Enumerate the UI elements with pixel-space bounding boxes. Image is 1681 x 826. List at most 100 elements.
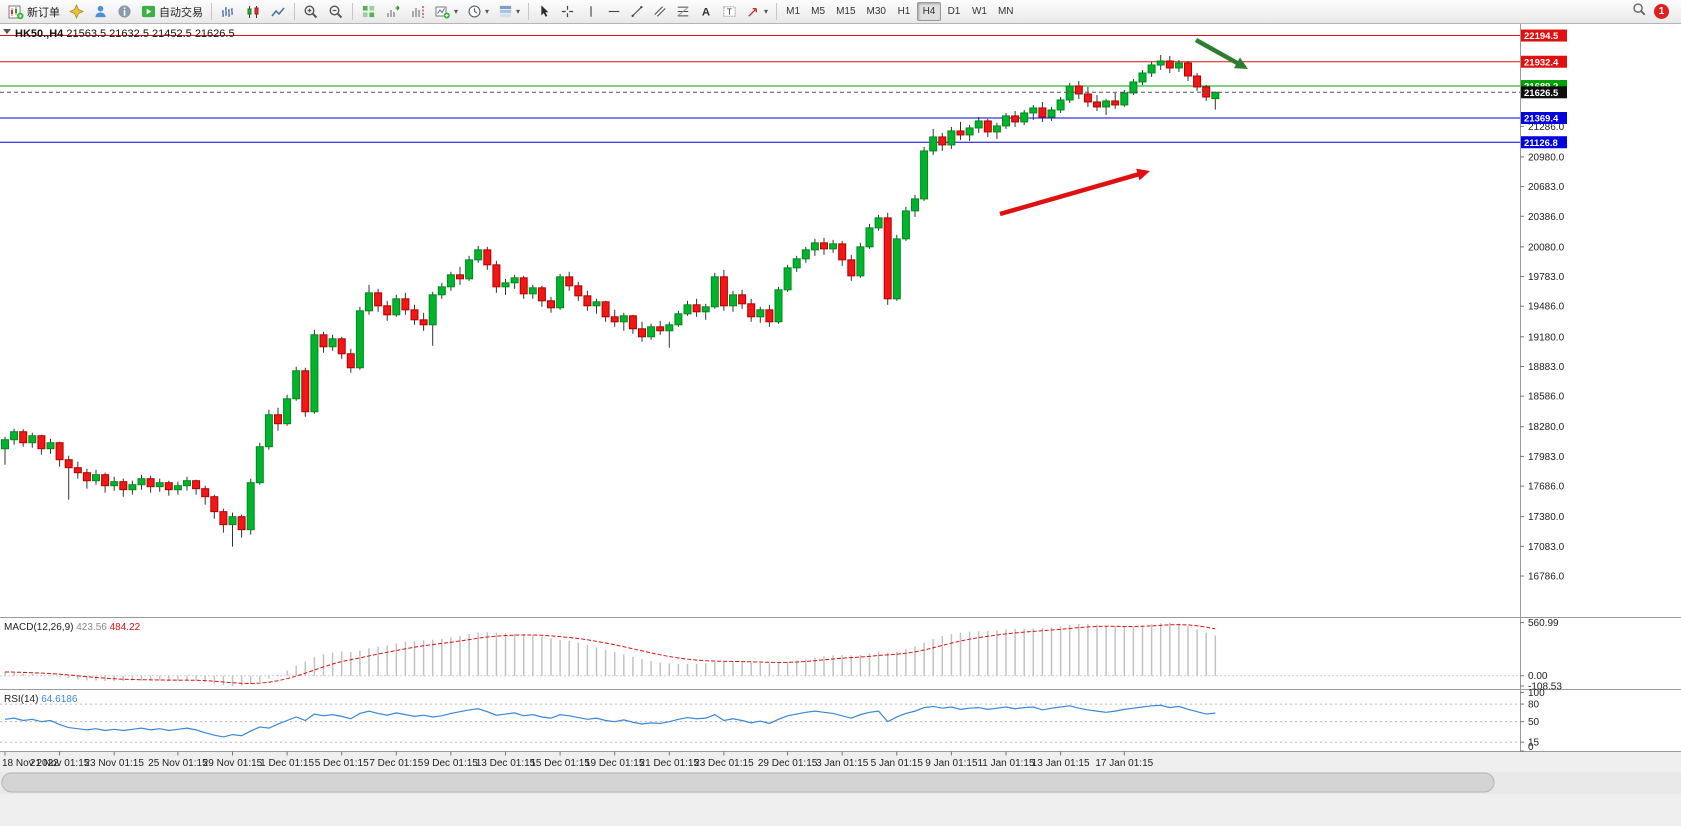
candle: [1193, 75, 1202, 88]
timeframe-button-m1[interactable]: M1: [786, 6, 801, 17]
candle: [274, 414, 282, 425]
candle: [82, 472, 91, 482]
new-order-icon: [8, 4, 24, 20]
candle: [1074, 85, 1083, 95]
candle: [28, 435, 37, 444]
candle: [838, 243, 847, 261]
chevron-down-icon: ▾: [764, 6, 769, 16]
chart-canvas[interactable]: HK50.,H4 21563.5 21632.5 21452.5 21626.5…: [0, 24, 1681, 826]
svg-text:9 Dec 01:15: 9 Dec 01:15: [424, 758, 478, 769]
candle: [628, 315, 637, 330]
crosshair-button[interactable]: [556, 1, 579, 22]
timeframe-button-h1[interactable]: H1: [897, 6, 911, 17]
fibonacci-button[interactable]: [672, 1, 694, 22]
tile-windows-button[interactable]: [357, 1, 380, 22]
scrollbar-thumb[interactable]: [1, 772, 1495, 793]
timeframe-button-m30[interactable]: M30: [866, 6, 886, 17]
timeframe-button-d1[interactable]: D1: [947, 6, 961, 17]
candle: [328, 338, 337, 348]
svg-text:560.99: 560.99: [1528, 618, 1559, 629]
mql-wizard-button[interactable]: [65, 1, 88, 22]
horizontal-line-icon: [607, 4, 621, 19]
candle: [146, 478, 155, 488]
search-icon[interactable]: [1632, 2, 1647, 22]
timeframe-button-h4[interactable]: H4: [916, 2, 941, 21]
drawn-arrows[interactable]: [999, 38, 1248, 217]
line-chart-button[interactable]: [266, 1, 290, 22]
candle: [801, 249, 810, 260]
svg-text:23 Nov 01:15: 23 Nov 01:15: [84, 758, 144, 769]
horizontal-line-button[interactable]: [603, 1, 625, 22]
candle: [1047, 109, 1056, 118]
candlestick-chart-button[interactable]: [241, 1, 265, 22]
price-tag: [1521, 55, 1567, 68]
timeframe-button-w1[interactable]: W1: [971, 6, 987, 17]
auto-trading-label: 自动交易: [159, 6, 203, 19]
macd-panel: MACD(12,26,9) 423.56 484.22 560.99 0.00-10…: [0, 618, 1562, 693]
svg-text:20980.0: 20980.0: [1528, 152, 1565, 163]
auto-scroll-button[interactable]: [381, 1, 405, 22]
candle: [920, 150, 929, 200]
candlestick-icon: [245, 4, 261, 20]
svg-text:17380.0: 17380.0: [1528, 512, 1565, 523]
candle: [192, 480, 201, 490]
new-order-button[interactable]: 新订单: [4, 1, 64, 22]
info-button[interactable]: [113, 1, 136, 22]
svg-text:25 Nov 01:15: 25 Nov 01:15: [148, 758, 208, 769]
candle: [310, 334, 319, 413]
bar-chart-button[interactable]: [216, 1, 240, 22]
timeframe-button-m15[interactable]: M15: [836, 6, 856, 17]
new-chart-button[interactable]: ▾: [431, 1, 462, 22]
candle: [829, 243, 838, 250]
chart-menu-triangle[interactable]: [3, 29, 11, 34]
text-button[interactable]: A: [695, 1, 717, 22]
community-button[interactable]: [89, 1, 112, 22]
trendline-button[interactable]: [626, 1, 648, 22]
candle: [410, 309, 419, 321]
zoom-in-button[interactable]: [299, 1, 323, 22]
arrows-objects-button[interactable]: ▾: [742, 1, 772, 22]
candle: [446, 274, 455, 288]
horizontal-lines[interactable]: [0, 35, 1520, 143]
timeframe-button-mn[interactable]: MN: [997, 6, 1014, 17]
chart-shift-button[interactable]: [406, 1, 430, 22]
candle: [765, 309, 774, 323]
auto-trading-button[interactable]: 自动交易: [137, 1, 207, 22]
svg-text:19486.0: 19486.0: [1528, 302, 1565, 313]
svg-text:21369.4: 21369.4: [1524, 114, 1559, 125]
svg-text:13 Jan 01:15: 13 Jan 01:15: [1032, 758, 1090, 769]
candle: [974, 120, 983, 129]
text-label-button[interactable]: T: [718, 1, 741, 22]
candle: [683, 304, 692, 315]
svg-text:21932.4: 21932.4: [1524, 57, 1559, 68]
candle: [1038, 107, 1047, 118]
zoom-in-icon: [303, 4, 319, 20]
candle: [820, 242, 828, 250]
candle: [556, 276, 565, 309]
candle: [10, 431, 19, 441]
chart-window[interactable]: HK50.,H4 21563.5 21632.5 21452.5 21626.5…: [0, 24, 1681, 826]
compass-icon: [69, 4, 84, 19]
notification-badge[interactable]: 1: [1654, 4, 1669, 19]
chart-background: [0, 24, 1681, 826]
zoom-out-button[interactable]: [324, 1, 348, 22]
vertical-line-button[interactable]: [580, 1, 602, 22]
candle: [1129, 81, 1138, 94]
cursor-button[interactable]: [533, 1, 555, 22]
candle: [883, 217, 892, 300]
candle: [1184, 62, 1192, 77]
channel-button[interactable]: [649, 1, 671, 22]
arrow-line: [999, 171, 1143, 217]
templates-button[interactable]: ▾: [494, 1, 524, 22]
periods-button[interactable]: ▾: [463, 1, 493, 22]
candle: [592, 301, 601, 307]
candle: [264, 414, 273, 448]
price-axis[interactable]: 21286.0 20980.0 20683.0 20386.0 20080.0 19783…: [1520, 29, 1567, 583]
candle: [1156, 60, 1165, 66]
candle: [1065, 85, 1074, 101]
svg-text:29 Dec 01:15: 29 Dec 01:15: [758, 758, 818, 769]
timeframe-button-m5[interactable]: M5: [811, 6, 826, 17]
cursor-icon: [537, 4, 551, 19]
candle: [374, 292, 383, 307]
